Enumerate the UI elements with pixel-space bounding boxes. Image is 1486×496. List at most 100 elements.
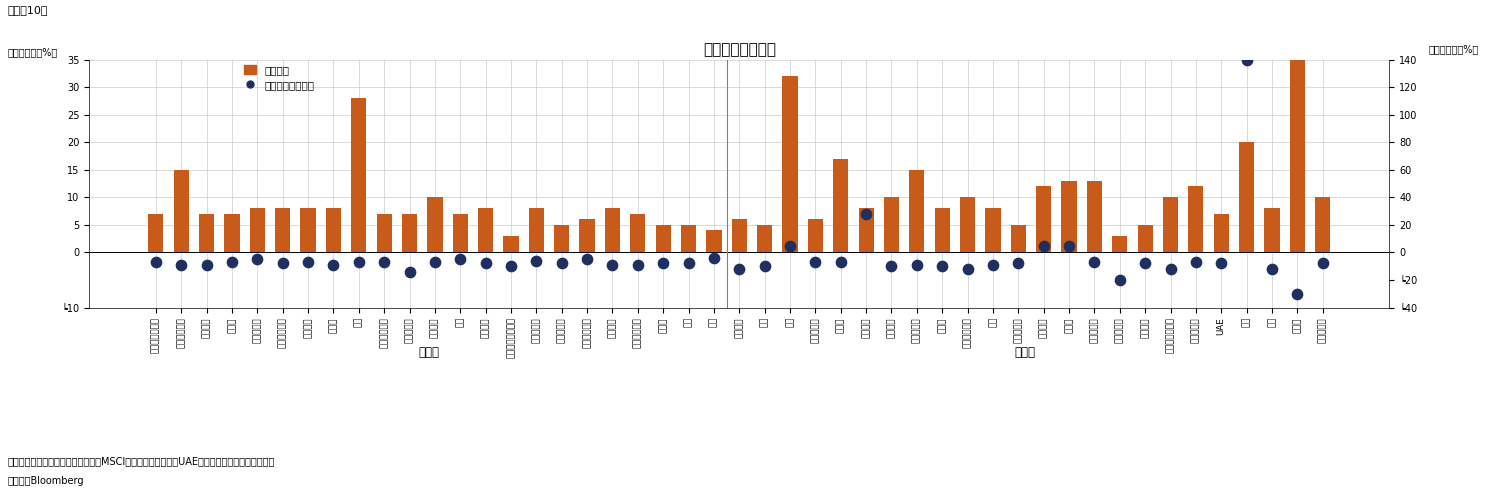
- Bar: [605, 208, 620, 252]
- Point: [1285, 290, 1309, 298]
- Bar: [224, 214, 239, 252]
- Point: [1210, 259, 1233, 267]
- Point: [1159, 265, 1183, 273]
- Point: [220, 258, 244, 266]
- Bar: [149, 214, 163, 252]
- Point: [676, 259, 700, 267]
- Point: [779, 242, 802, 249]
- Point: [880, 262, 903, 270]
- Point: [575, 255, 599, 263]
- Title: 各国の株価変動率: 各国の株価変動率: [703, 42, 776, 57]
- Bar: [1189, 186, 1204, 252]
- Bar: [909, 170, 924, 252]
- Bar: [655, 225, 670, 252]
- Bar: [985, 208, 1000, 252]
- Bar: [960, 197, 975, 252]
- Point: [499, 262, 523, 270]
- Bar: [199, 214, 214, 252]
- Bar: [1164, 197, 1178, 252]
- Bar: [630, 214, 645, 252]
- Point: [1006, 259, 1030, 267]
- Text: （前月末比、%）: （前月末比、%）: [7, 47, 58, 57]
- Bar: [478, 208, 493, 252]
- Point: [321, 261, 345, 269]
- Bar: [884, 197, 899, 252]
- Text: （注）各国指数は現地通貨ベースのMSCI構成指数、ただし、UAEはサウジ・タダウル全株指数: （注）各国指数は現地通貨ベースのMSCI構成指数、ただし、UAEはサウジ・タダウ…: [7, 456, 275, 466]
- Point: [1260, 265, 1284, 273]
- Point: [1109, 276, 1132, 284]
- Bar: [1239, 142, 1254, 252]
- Point: [804, 258, 828, 266]
- Bar: [174, 170, 189, 252]
- Bar: [681, 225, 695, 252]
- Bar: [1214, 214, 1229, 252]
- Point: [398, 268, 422, 276]
- Bar: [935, 208, 950, 252]
- Bar: [275, 208, 290, 252]
- Legend: 前月末比, 前年末比（右軸）: 前月末比, 前年末比（右軸）: [244, 65, 315, 90]
- Bar: [1086, 181, 1103, 252]
- Point: [270, 259, 294, 267]
- Bar: [756, 225, 773, 252]
- Bar: [1112, 236, 1128, 252]
- Point: [449, 255, 473, 263]
- Point: [1031, 242, 1055, 249]
- Point: [600, 261, 624, 269]
- Point: [1184, 258, 1208, 266]
- Text: （資料）Bloomberg: （資料）Bloomberg: [7, 476, 83, 486]
- Point: [829, 258, 853, 266]
- Point: [474, 259, 498, 267]
- Bar: [351, 98, 367, 252]
- Point: [1057, 242, 1080, 249]
- Bar: [529, 208, 544, 252]
- Point: [424, 258, 447, 266]
- Bar: [834, 159, 849, 252]
- Point: [1134, 259, 1158, 267]
- Bar: [428, 197, 443, 252]
- Bar: [300, 208, 315, 252]
- Text: 先進国: 先進国: [418, 346, 438, 359]
- Point: [701, 254, 725, 262]
- Bar: [808, 219, 823, 252]
- Bar: [580, 219, 594, 252]
- Bar: [554, 225, 569, 252]
- Point: [169, 261, 193, 269]
- Text: 新興国: 新興国: [1013, 346, 1036, 359]
- Point: [144, 258, 168, 266]
- Bar: [1061, 181, 1077, 252]
- Bar: [376, 214, 392, 252]
- Bar: [859, 208, 874, 252]
- Point: [296, 258, 319, 266]
- Point: [854, 210, 878, 218]
- Point: [1311, 259, 1334, 267]
- Point: [955, 265, 979, 273]
- Point: [373, 258, 397, 266]
- Bar: [250, 208, 265, 252]
- Bar: [325, 208, 342, 252]
- Bar: [1137, 225, 1153, 252]
- Point: [245, 255, 269, 263]
- Bar: [1315, 197, 1330, 252]
- Point: [195, 261, 218, 269]
- Point: [626, 261, 649, 269]
- Text: （前年末比、%）: （前年末比、%）: [1428, 45, 1479, 55]
- Point: [727, 265, 750, 273]
- Bar: [1036, 186, 1051, 252]
- Bar: [731, 219, 747, 252]
- Point: [525, 257, 548, 265]
- Bar: [453, 214, 468, 252]
- Point: [753, 262, 777, 270]
- Bar: [706, 230, 722, 252]
- Point: [1082, 258, 1106, 266]
- Bar: [783, 76, 798, 252]
- Bar: [1265, 208, 1279, 252]
- Point: [550, 259, 574, 267]
- Point: [346, 258, 370, 266]
- Point: [981, 261, 1005, 269]
- Text: （図表10）: （図表10）: [7, 5, 48, 15]
- Bar: [1290, 0, 1305, 252]
- Point: [651, 259, 675, 267]
- Point: [905, 261, 929, 269]
- Bar: [1010, 225, 1025, 252]
- Bar: [504, 236, 519, 252]
